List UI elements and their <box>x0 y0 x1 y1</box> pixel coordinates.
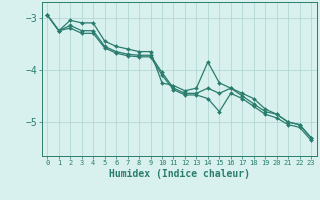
X-axis label: Humidex (Indice chaleur): Humidex (Indice chaleur) <box>109 169 250 179</box>
